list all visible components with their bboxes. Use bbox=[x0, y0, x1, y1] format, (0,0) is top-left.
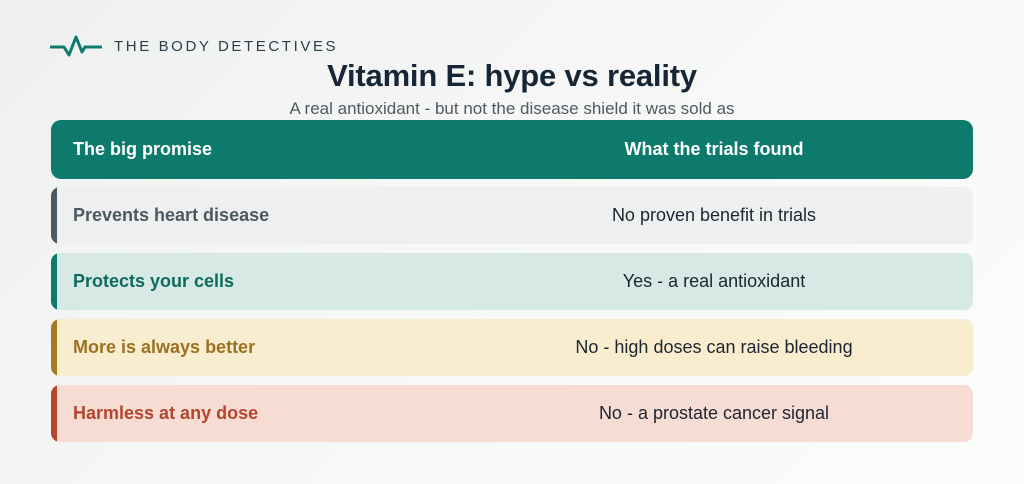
row-finding: Yes - a real antioxidant bbox=[622, 271, 806, 291]
table-row: Harmless at any dose No - a prostate can… bbox=[51, 385, 973, 442]
page-subtitle: A real antioxidant - but not the disease… bbox=[289, 99, 735, 118]
row-finding: No - a prostate cancer signal bbox=[598, 403, 830, 423]
row-accent-bar bbox=[51, 187, 57, 244]
header-promise: The big promise bbox=[73, 139, 213, 159]
header-findings: What the trials found bbox=[624, 139, 804, 159]
row-finding: No - high doses can raise bleeding bbox=[575, 337, 853, 357]
row-finding: No proven benefit in trials bbox=[611, 205, 817, 225]
row-promise: Harmless at any dose bbox=[73, 403, 259, 423]
row-accent-bar bbox=[51, 253, 57, 310]
brand-logo: THE BODY DETECTIVES bbox=[50, 34, 338, 58]
row-promise: Prevents heart disease bbox=[73, 205, 270, 225]
row-promise: Protects your cells bbox=[73, 271, 235, 291]
table-row: Prevents heart disease No proven benefit… bbox=[51, 187, 973, 244]
row-accent-bar bbox=[51, 319, 57, 376]
table-row: More is always better No - high doses ca… bbox=[51, 319, 973, 376]
heartbeat-pulse-icon bbox=[50, 35, 102, 57]
table-header: The big promise What the trials found bbox=[51, 120, 973, 179]
brand-name: THE BODY DETECTIVES bbox=[114, 37, 339, 55]
page-title: Vitamin E: hype vs reality bbox=[327, 58, 697, 93]
row-accent-bar bbox=[51, 385, 57, 442]
table-row: Protects your cells Yes - a real antioxi… bbox=[51, 253, 973, 310]
row-promise: More is always better bbox=[73, 337, 256, 357]
